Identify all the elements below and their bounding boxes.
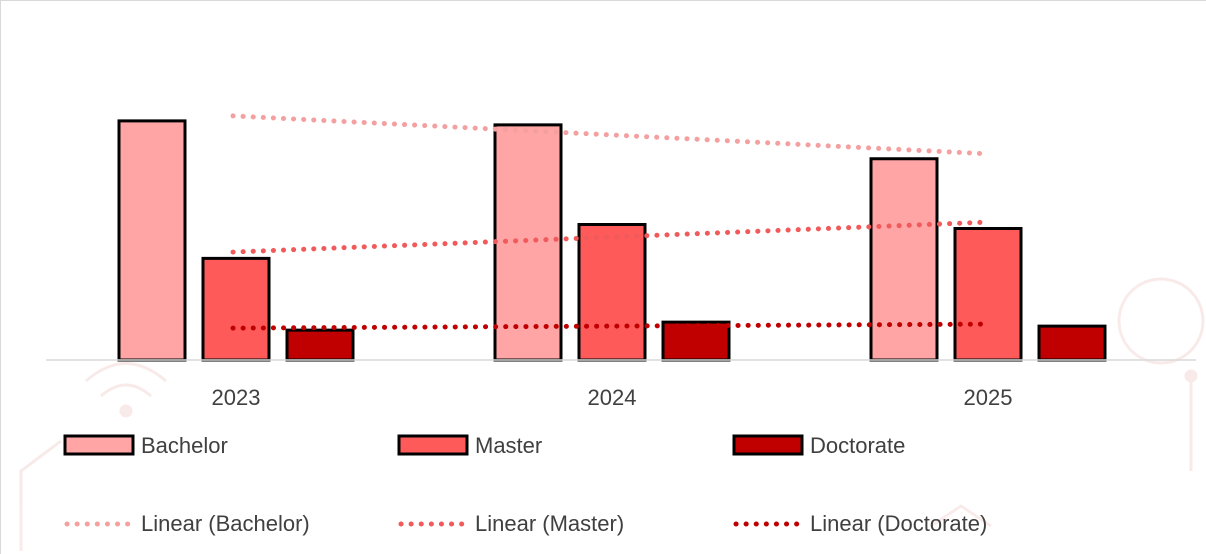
x-tick-label-2024: 2024: [588, 385, 637, 410]
trendline-doctorate: [230, 321, 989, 331]
legend-label-bachelor: Bachelor: [141, 433, 228, 458]
bars-layer: [117, 119, 1107, 362]
x-tick-labels: 2023 2024 2025: [212, 385, 1013, 410]
bar-master-2023: [201, 256, 271, 362]
legend-label-doctorate: Doctorate: [810, 433, 905, 458]
legend-item-linear-master: Linear (Master): [398, 511, 624, 536]
x-tick-label-2025: 2025: [964, 385, 1013, 410]
legend-label-linear-bachelor: Linear (Bachelor): [141, 511, 310, 536]
bar-doctorate-2024: [661, 320, 731, 362]
legend-label-linear-doctorate: Linear (Doctorate): [810, 511, 987, 536]
legend-label-master: Master: [475, 433, 542, 458]
bar-bachelor-2023: [117, 119, 187, 362]
legend-label-linear-master: Linear (Master): [475, 511, 624, 536]
legend-swatch-bachelor: [63, 434, 135, 456]
legend-item-master: Master: [397, 433, 542, 458]
trendlines-layer: [230, 113, 989, 331]
trendline-master: [230, 219, 989, 255]
trendline-bachelor: [230, 113, 989, 157]
legend-swatch-doctorate: [732, 434, 804, 456]
bar-master-2025: [953, 226, 1023, 362]
bar-doctorate-2023: [285, 328, 355, 362]
legend-swatch-master: [397, 434, 469, 456]
x-tick-label-2023: 2023: [212, 385, 261, 410]
bar-bachelor-2025: [869, 157, 939, 362]
legend-item-linear-bachelor: Linear (Bachelor): [64, 511, 310, 536]
legend-item-linear-doctorate: Linear (Doctorate): [733, 511, 987, 536]
background-decoration: [19, 277, 1205, 551]
legend: Bachelor Master Doctorate Linear (Bachelor)…: [63, 433, 987, 536]
bar-doctorate-2025: [1037, 324, 1107, 362]
bar-master-2024: [577, 223, 647, 362]
legend-item-bachelor: Bachelor: [63, 433, 228, 458]
legend-item-doctorate: Doctorate: [732, 433, 905, 458]
